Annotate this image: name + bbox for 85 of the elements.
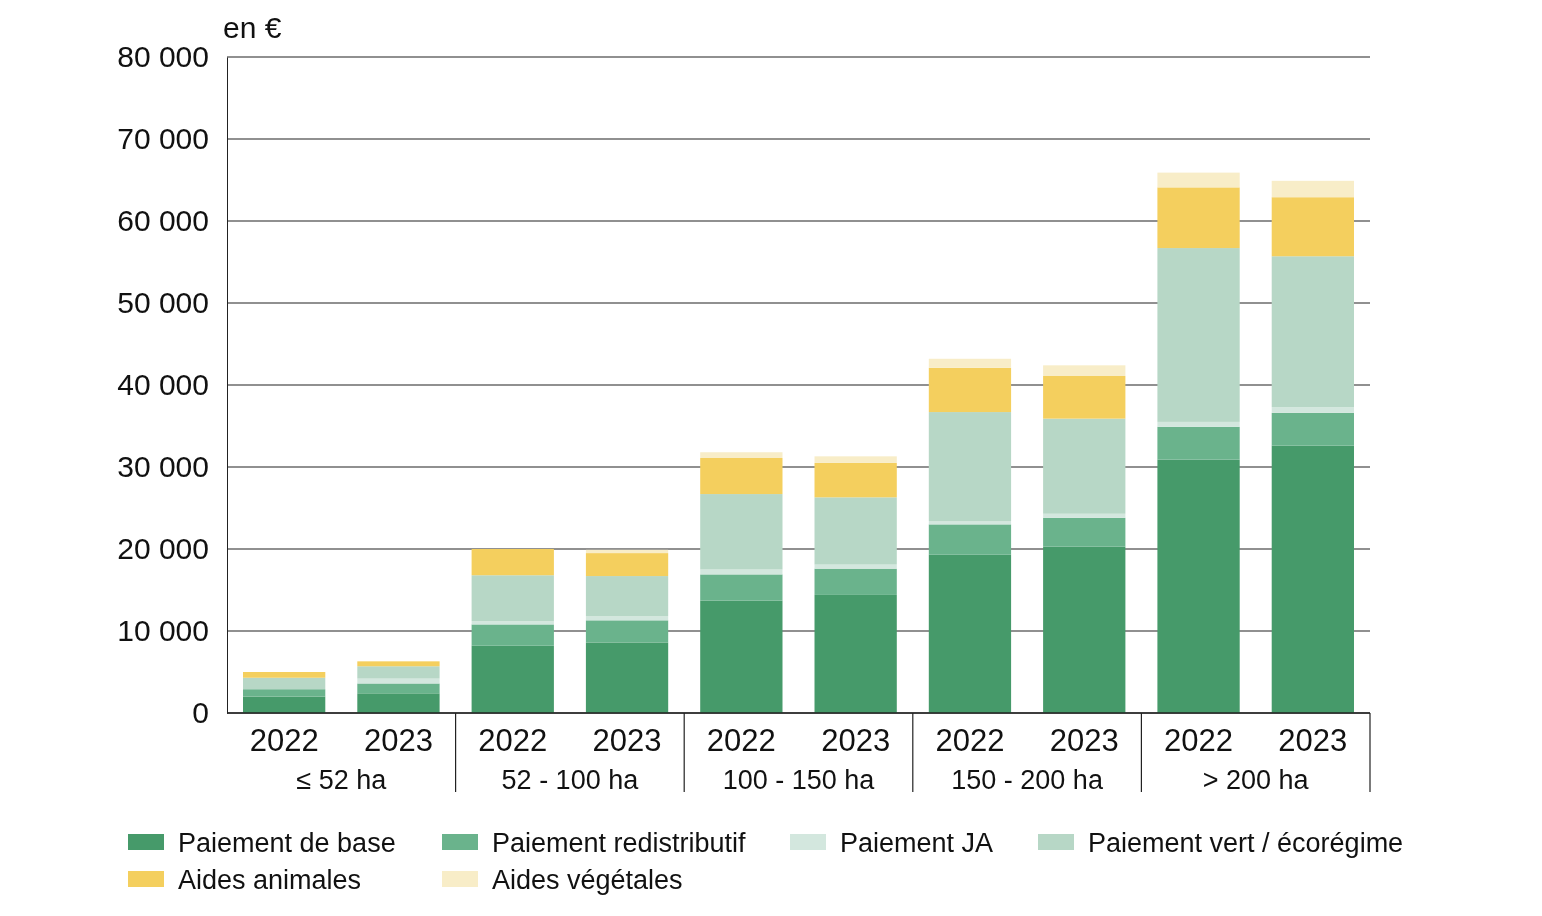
y-tick-label: 40 000	[117, 368, 209, 402]
x-tick-label: 2022	[478, 723, 548, 759]
bar	[1271, 412, 1354, 446]
bar	[1043, 517, 1126, 547]
y-tick-label: 60 000	[117, 204, 209, 238]
bar	[471, 624, 554, 646]
bar	[928, 358, 1012, 368]
x-tick-label: 2022	[706, 723, 776, 759]
x-tick-label: 2023	[1049, 723, 1119, 759]
bar	[700, 574, 783, 601]
text: 52 - 100 ha	[501, 765, 640, 795]
bar	[471, 549, 554, 576]
bar	[700, 452, 783, 458]
y-tick-label: 0	[192, 696, 209, 730]
bar	[928, 367, 1012, 413]
bar	[471, 575, 554, 622]
bar	[928, 412, 1012, 522]
bar	[700, 457, 783, 495]
bar	[1043, 375, 1126, 419]
legend-label: Aides animales	[178, 865, 362, 895]
y-tick-label: 20 000	[117, 532, 209, 566]
x-tick-label: 2022	[1164, 723, 1234, 759]
bar	[1043, 365, 1126, 376]
bar	[585, 549, 669, 554]
bar	[1043, 513, 1126, 518]
text: > 200 ha	[1202, 765, 1310, 795]
bar	[243, 677, 326, 690]
x-tick-label: 2023	[821, 723, 891, 759]
bar	[1043, 546, 1126, 713]
bar	[814, 462, 897, 498]
bar	[928, 521, 1012, 525]
y-axis-title: en €	[223, 11, 282, 44]
bar	[1157, 421, 1240, 427]
bar	[928, 524, 1012, 555]
bar	[471, 621, 554, 625]
text: ≤ 52 ha	[296, 765, 388, 795]
text: 100 - 150 ha	[722, 765, 876, 795]
y-tick-label: 50 000	[117, 286, 209, 320]
bar	[1271, 180, 1354, 198]
bar	[357, 666, 440, 679]
x-tick-label: 2022	[935, 723, 1005, 759]
bar	[1271, 256, 1354, 408]
bar	[585, 553, 669, 577]
bar	[814, 568, 897, 595]
bar	[814, 564, 897, 569]
y-tick-label: 80 000	[117, 40, 209, 74]
bar	[1157, 248, 1240, 422]
legend-label: Paiement JA	[840, 828, 994, 858]
bar	[928, 554, 1012, 713]
bar	[471, 645, 554, 713]
x-tick-label: 2023	[1278, 723, 1348, 759]
bar	[1157, 187, 1240, 249]
bar	[585, 620, 669, 643]
bar	[700, 494, 783, 570]
bar	[814, 456, 897, 463]
bar	[814, 497, 897, 565]
bar	[585, 642, 669, 713]
bar	[1157, 459, 1240, 713]
legend-label: Paiement vert / écorégime	[1088, 828, 1404, 858]
y-tick-label: 30 000	[117, 450, 209, 484]
bar	[243, 696, 326, 713]
bar	[243, 689, 326, 697]
bar	[357, 693, 440, 713]
legend-label: Aides végétales	[492, 865, 683, 895]
text: 150 - 200 ha	[951, 765, 1104, 795]
bar	[585, 616, 669, 621]
legend-label: Paiement redistributif	[492, 828, 747, 858]
bar	[1271, 407, 1354, 413]
bar	[357, 661, 440, 667]
x-tick-label: 2023	[363, 723, 433, 759]
bar	[814, 594, 897, 713]
bar	[1043, 418, 1126, 514]
bar	[585, 576, 669, 617]
bar	[243, 672, 326, 678]
x-tick-label: 2022	[249, 723, 319, 759]
y-tick-label: 10 000	[117, 614, 209, 648]
bar	[1157, 172, 1240, 188]
legend-label: Paiement de base	[178, 828, 396, 858]
bar	[1157, 426, 1240, 460]
bar	[357, 683, 440, 694]
y-tick-label: 70 000	[117, 122, 209, 156]
bar	[1271, 445, 1354, 713]
bar	[1271, 197, 1354, 257]
x-tick-label: 2023	[592, 723, 662, 759]
bar	[700, 600, 783, 713]
